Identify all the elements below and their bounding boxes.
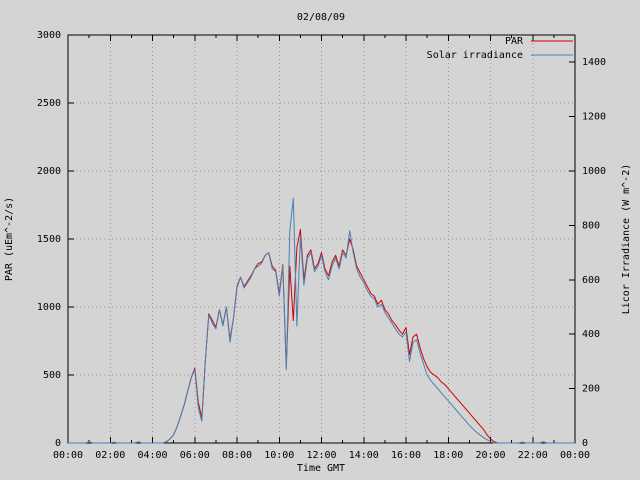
y-left-axis-label: PAR (uEm^-2/s) (4, 197, 15, 281)
x-tick-label: 08:00 (222, 450, 252, 461)
y-left-tick-label: 2500 (37, 98, 61, 109)
y-left-tick-label: 500 (43, 370, 61, 381)
plot-area: 00:00 02:00 04:00 06:00 08:00 10:00 12:00 14:00… (37, 30, 606, 461)
y-right-tick-label: 200 (582, 384, 600, 395)
y-right-tick-label: 400 (582, 329, 600, 340)
chart-title: 02/08/09 (297, 12, 345, 23)
y-right-tick-label: 800 (582, 220, 600, 231)
x-tick-label: 22:00 (518, 450, 548, 461)
y-left-tick-label: 3000 (37, 30, 61, 41)
x-tick-label: 06:00 (180, 450, 210, 461)
x-tick-label: 10:00 (264, 450, 294, 461)
x-tick-label: 18:00 (433, 450, 463, 461)
y-right-tick-label: 0 (582, 438, 588, 449)
y-right-tick-label: 600 (582, 275, 600, 286)
y-right-axis-label: Licor Irradiance (W m^-2) (621, 164, 632, 315)
legend-label-solar-irradiance: Solar irradiance (427, 50, 523, 61)
y-left-tick-label: 1500 (37, 234, 61, 245)
x-axis-label: Time GMT (297, 463, 345, 474)
x-tick-label: 12:00 (306, 450, 336, 461)
solar-irradiance-series-line (68, 197, 575, 444)
x-tick-label: 00:00 (560, 450, 590, 461)
y-left-tick-label: 1000 (37, 302, 61, 313)
y-left-tick-label: 0 (55, 438, 61, 449)
x-tick-label: 04:00 (137, 450, 167, 461)
x-tick-label: 14:00 (349, 450, 379, 461)
y-left-tick-label: 2000 (37, 166, 61, 177)
par-series-line (68, 229, 575, 444)
x-tick-label: 02:00 (95, 450, 125, 461)
x-tick-label: 16:00 (391, 450, 421, 461)
legend-label-par: PAR (505, 36, 524, 47)
y-right-tick-label: 1000 (582, 166, 606, 177)
y-right-tick-label: 1400 (582, 57, 606, 68)
y-right-tick-label: 1200 (582, 112, 606, 123)
x-tick-label: 00:00 (53, 450, 83, 461)
x-tick-label: 20:00 (475, 450, 505, 461)
